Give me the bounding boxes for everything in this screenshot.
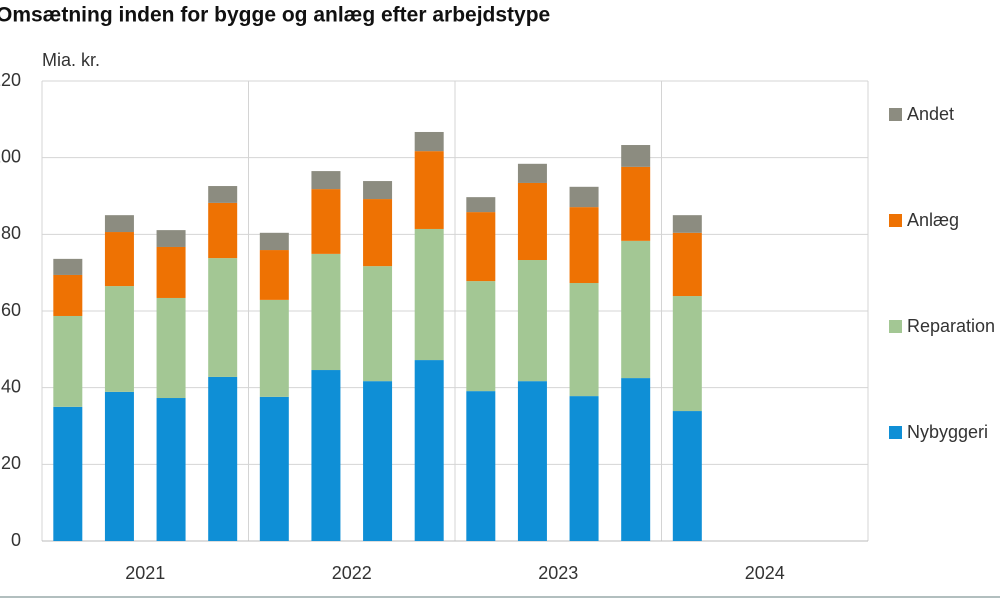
bar-segment <box>311 171 341 190</box>
bar-segment <box>517 182 547 261</box>
bar-segment <box>311 370 341 541</box>
bar-segment <box>208 202 238 259</box>
bar-segment <box>311 189 341 254</box>
bar-segment <box>363 199 393 267</box>
bar-segment <box>414 228 444 361</box>
bar-segment <box>414 131 444 152</box>
bar-segment <box>311 253 341 371</box>
bar-segment <box>466 197 496 213</box>
bar-segment <box>517 381 547 541</box>
y-tick-label: 120 <box>0 70 21 90</box>
bar-segment <box>621 378 651 541</box>
legend-label: Anlæg <box>907 210 959 230</box>
bar-segment <box>208 186 238 203</box>
bar-segment <box>466 212 496 282</box>
bar-segment <box>569 207 599 284</box>
legend-swatch <box>889 426 902 439</box>
bar-segment <box>156 398 186 541</box>
bar-segment <box>672 232 702 297</box>
bar-segment <box>672 411 702 541</box>
bar-segment <box>672 296 702 412</box>
bar-segment <box>208 376 238 541</box>
x-group-label: 2023 <box>538 563 578 583</box>
bar-segment <box>53 274 83 316</box>
bar-segment <box>156 297 186 399</box>
bar-segment <box>53 315 83 407</box>
y-tick-label: 100 <box>0 146 21 166</box>
bar-segment <box>363 381 393 541</box>
legend-label: Nybyggeri <box>907 422 988 442</box>
bar-segment <box>466 281 496 392</box>
bar-segment <box>569 283 599 397</box>
bar-segment <box>414 151 444 229</box>
bar-segment <box>53 406 83 541</box>
y-tick-label: 40 <box>1 376 21 396</box>
bar-segment <box>259 299 289 397</box>
legend-swatch <box>889 214 902 227</box>
bar-segment <box>259 232 289 251</box>
y-tick-label: 60 <box>1 300 21 320</box>
bar-segment <box>104 232 134 287</box>
y-tick-label: 80 <box>1 223 21 243</box>
bar-segment <box>259 250 289 300</box>
chart-title: Omsætning inden for bygge og anlæg efter… <box>0 4 550 27</box>
y-tick-label: 0 <box>11 530 21 550</box>
bar-segment <box>156 246 186 298</box>
x-group-label: 2022 <box>332 563 372 583</box>
bar-segment <box>104 215 134 233</box>
bar-segment <box>621 240 651 379</box>
bar-segment <box>363 181 393 200</box>
y-tick-label: 20 <box>1 453 21 473</box>
legend-label: Reparation <box>907 316 995 336</box>
legend-swatch <box>889 320 902 333</box>
bar-segment <box>104 286 134 392</box>
y-axis-label: Mia. kr. <box>42 50 100 70</box>
bar-segment <box>104 391 134 541</box>
bar-segment <box>208 258 238 377</box>
bar-segment <box>517 163 547 183</box>
bar-segment <box>363 266 393 382</box>
bar-segment <box>156 230 186 247</box>
legend-swatch <box>889 108 902 121</box>
bar-segment <box>569 186 599 208</box>
bar-segment <box>53 258 83 275</box>
bar-segment <box>672 215 702 233</box>
bar-segment <box>517 260 547 382</box>
bar-segment <box>414 360 444 541</box>
bar-segment <box>621 166 651 241</box>
legend-label: Andet <box>907 104 954 124</box>
bar-segment <box>259 396 289 541</box>
bar-segment <box>569 396 599 541</box>
x-group-label: 2021 <box>125 563 165 583</box>
bar-segment <box>621 145 651 167</box>
bar-segment <box>466 391 496 541</box>
x-group-label: 2024 <box>745 563 785 583</box>
